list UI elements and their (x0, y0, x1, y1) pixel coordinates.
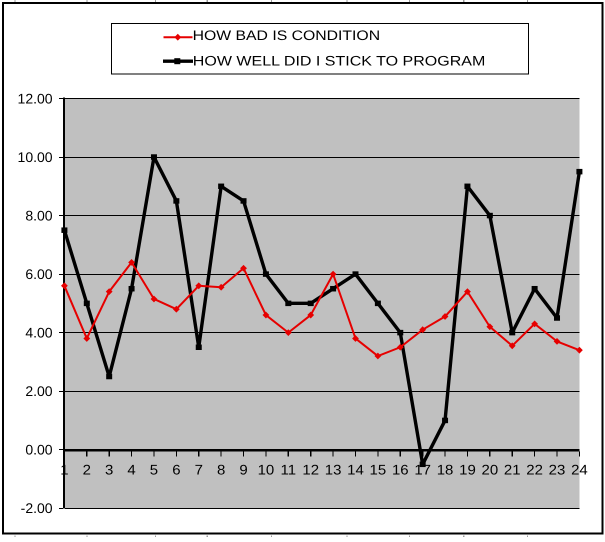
svg-text:-2.00: -2.00 (21, 500, 53, 516)
svg-text:5: 5 (150, 462, 159, 478)
svg-text:12: 12 (302, 462, 319, 478)
svg-text:10.00: 10.00 (18, 149, 53, 165)
svg-text:4: 4 (127, 462, 136, 478)
svg-text:10: 10 (258, 462, 275, 478)
svg-text:16: 16 (392, 462, 409, 478)
svg-text:8: 8 (217, 462, 226, 478)
svg-text:23: 23 (549, 462, 566, 478)
svg-text:20: 20 (481, 462, 498, 478)
svg-text:8.00: 8.00 (25, 208, 52, 224)
svg-text:HOW BAD IS CONDITION: HOW BAD IS CONDITION (193, 28, 381, 43)
svg-text:18: 18 (437, 462, 454, 478)
svg-text:6.00: 6.00 (25, 266, 52, 282)
svg-text:6: 6 (172, 462, 181, 478)
svg-text:15: 15 (370, 462, 387, 478)
svg-text:13: 13 (325, 462, 342, 478)
svg-text:2.00: 2.00 (25, 383, 52, 399)
svg-text:11: 11 (281, 462, 297, 478)
svg-text:4.00: 4.00 (25, 325, 52, 341)
svg-text:19: 19 (459, 462, 476, 478)
svg-text:24: 24 (571, 462, 588, 478)
svg-text:1: 1 (60, 462, 69, 478)
svg-text:17: 17 (414, 462, 431, 478)
svg-text:12.00: 12.00 (18, 91, 53, 107)
svg-text:HOW WELL DID I STICK TO PROGRA: HOW WELL DID I STICK TO PROGRAM (193, 54, 486, 69)
svg-text:21: 21 (504, 462, 521, 478)
svg-text:2: 2 (83, 462, 92, 478)
svg-text:0.00: 0.00 (25, 442, 52, 458)
svg-text:9: 9 (239, 462, 248, 478)
svg-text:7: 7 (195, 462, 204, 478)
svg-text:14: 14 (347, 462, 364, 478)
svg-text:22: 22 (526, 462, 543, 478)
svg-text:3: 3 (105, 462, 114, 478)
